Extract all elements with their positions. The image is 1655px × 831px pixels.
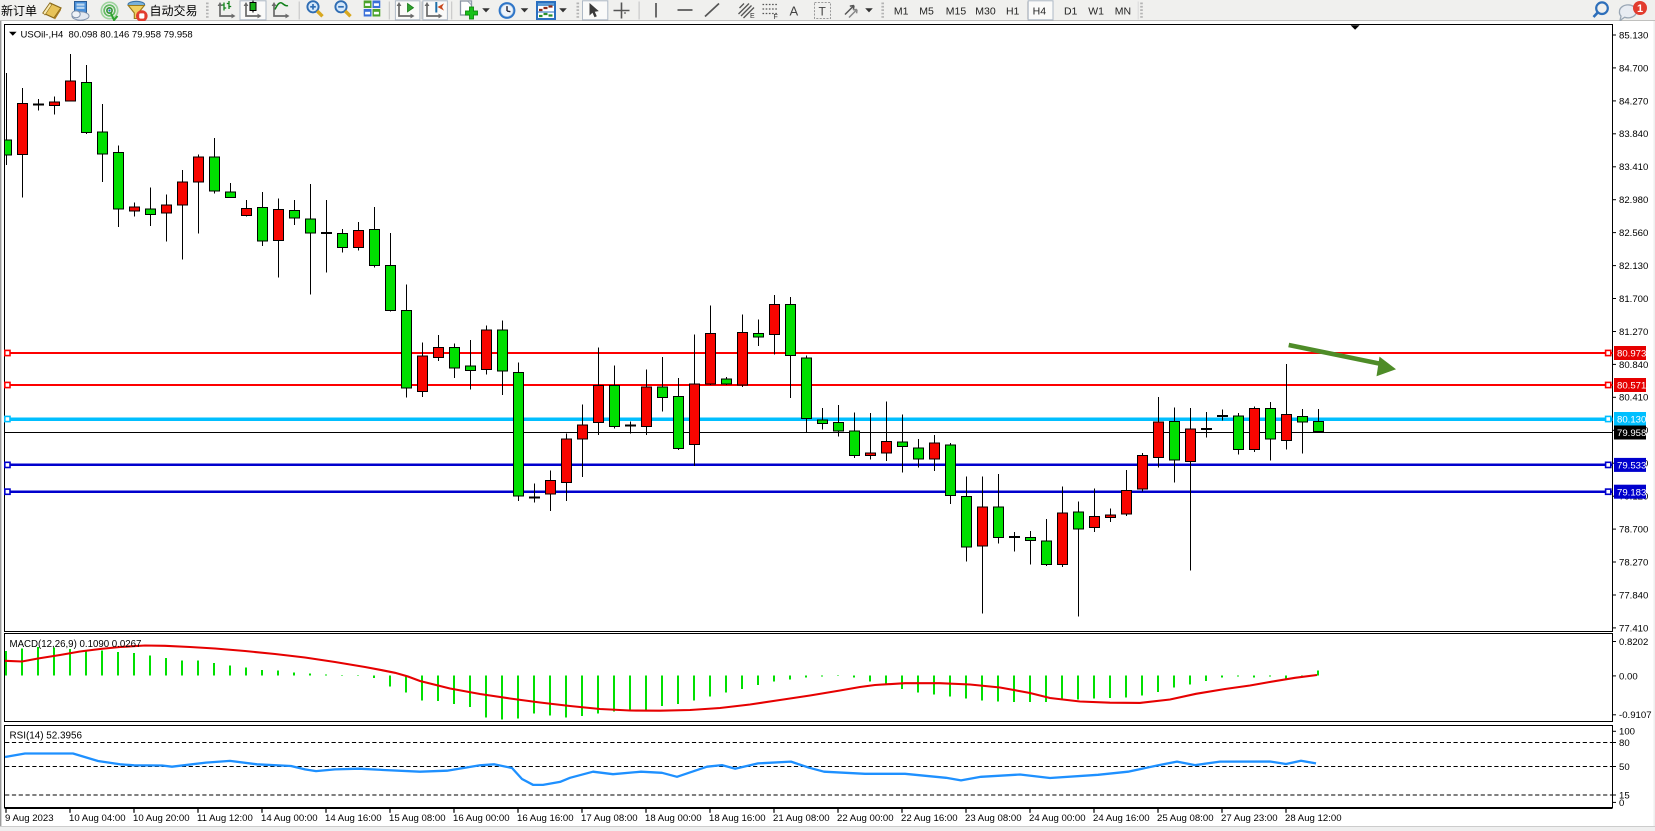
svg-text:新订单: 新订单 bbox=[1, 3, 37, 18]
svg-text:78.700: 78.700 bbox=[1619, 525, 1648, 536]
svg-text:84.700: 84.700 bbox=[1619, 63, 1648, 74]
svg-text:-0.9107: -0.9107 bbox=[1619, 710, 1652, 721]
svg-text:80.840: 80.840 bbox=[1619, 360, 1648, 371]
svg-text:83.840: 83.840 bbox=[1619, 129, 1648, 140]
svg-text:MACD(12,26,9) 0.1090 0.0267: MACD(12,26,9) 0.1090 0.0267 bbox=[10, 639, 142, 650]
svg-text:27 Aug 23:00: 27 Aug 23:00 bbox=[1221, 813, 1278, 824]
svg-text:自动交易: 自动交易 bbox=[150, 3, 198, 18]
svg-text:17 Aug 08:00: 17 Aug 08:00 bbox=[581, 813, 638, 824]
svg-text:15 Aug 08:00: 15 Aug 08:00 bbox=[389, 813, 446, 824]
svg-text:M1: M1 bbox=[894, 6, 909, 18]
svg-text:USOil-,H4 80.098 80.146 79.95: USOil-,H4 80.098 80.146 79.958 79.958 bbox=[21, 29, 193, 40]
svg-text:14 Aug 00:00: 14 Aug 00:00 bbox=[261, 813, 318, 824]
svg-text:21 Aug 08:00: 21 Aug 08:00 bbox=[773, 813, 830, 824]
svg-text:79.533: 79.533 bbox=[1617, 461, 1646, 472]
svg-text:80.410: 80.410 bbox=[1619, 393, 1648, 404]
svg-text:10 Aug 20:00: 10 Aug 20:00 bbox=[133, 813, 190, 824]
svg-text:24 Aug 16:00: 24 Aug 16:00 bbox=[1093, 813, 1150, 824]
svg-text:82.980: 82.980 bbox=[1619, 195, 1648, 206]
svg-text:100: 100 bbox=[1619, 727, 1635, 738]
svg-text:D1: D1 bbox=[1064, 6, 1078, 18]
svg-text:T: T bbox=[819, 5, 827, 19]
svg-text:82.560: 82.560 bbox=[1619, 228, 1648, 239]
svg-text:14 Aug 16:00: 14 Aug 16:00 bbox=[325, 813, 382, 824]
svg-text:15: 15 bbox=[1619, 790, 1630, 801]
svg-text:0.8202: 0.8202 bbox=[1619, 637, 1648, 648]
svg-text:82.130: 82.130 bbox=[1619, 261, 1648, 272]
svg-text:79.183: 79.183 bbox=[1617, 487, 1646, 498]
svg-text:22 Aug 00:00: 22 Aug 00:00 bbox=[837, 813, 894, 824]
svg-text:16 Aug 16:00: 16 Aug 16:00 bbox=[517, 813, 574, 824]
svg-text:16 Aug 00:00: 16 Aug 00:00 bbox=[453, 813, 510, 824]
svg-text:18 Aug 16:00: 18 Aug 16:00 bbox=[709, 813, 766, 824]
svg-text:28 Aug 12:00: 28 Aug 12:00 bbox=[1285, 813, 1342, 824]
svg-text:11 Aug 12:00: 11 Aug 12:00 bbox=[197, 813, 253, 824]
svg-text:23 Aug 08:00: 23 Aug 08:00 bbox=[965, 813, 1022, 824]
svg-text:0.00: 0.00 bbox=[1619, 671, 1638, 682]
svg-text:80: 80 bbox=[1619, 738, 1630, 749]
svg-text:84.270: 84.270 bbox=[1619, 96, 1648, 107]
svg-text:M5: M5 bbox=[919, 6, 934, 18]
svg-text:80.973: 80.973 bbox=[1617, 349, 1646, 360]
svg-text:81.700: 81.700 bbox=[1619, 294, 1648, 305]
svg-text:18 Aug 00:00: 18 Aug 00:00 bbox=[645, 813, 702, 824]
svg-text:9 Aug 2023: 9 Aug 2023 bbox=[5, 813, 54, 824]
svg-text:79.958: 79.958 bbox=[1617, 428, 1646, 439]
svg-text:10 Aug 04:00: 10 Aug 04:00 bbox=[69, 813, 126, 824]
svg-text:81.270: 81.270 bbox=[1619, 327, 1648, 338]
svg-text:24 Aug 00:00: 24 Aug 00:00 bbox=[1029, 813, 1086, 824]
svg-text:RSI(14) 52.3956: RSI(14) 52.3956 bbox=[10, 731, 83, 742]
svg-text:M30: M30 bbox=[975, 6, 996, 18]
svg-text:E: E bbox=[750, 13, 755, 20]
svg-text:H1: H1 bbox=[1006, 6, 1020, 18]
svg-text:22 Aug 16:00: 22 Aug 16:00 bbox=[901, 813, 958, 824]
svg-text:80.130: 80.130 bbox=[1617, 415, 1646, 426]
svg-text:H4: H4 bbox=[1033, 6, 1047, 18]
svg-text:F: F bbox=[774, 14, 778, 21]
svg-text:77.410: 77.410 bbox=[1619, 623, 1648, 634]
svg-text:85.130: 85.130 bbox=[1619, 30, 1648, 41]
svg-text:77.840: 77.840 bbox=[1619, 590, 1648, 601]
svg-text:1: 1 bbox=[1637, 3, 1643, 15]
svg-text:80.571: 80.571 bbox=[1617, 381, 1646, 392]
svg-text:A: A bbox=[790, 4, 799, 19]
svg-text:W1: W1 bbox=[1088, 6, 1104, 18]
svg-text:50: 50 bbox=[1619, 762, 1630, 773]
svg-text:83.410: 83.410 bbox=[1619, 162, 1648, 173]
svg-text:78.270: 78.270 bbox=[1619, 557, 1648, 568]
svg-text:M15: M15 bbox=[946, 6, 967, 18]
svg-text:MN: MN bbox=[1115, 6, 1131, 18]
svg-text:0: 0 bbox=[1619, 798, 1624, 809]
svg-text:25 Aug 08:00: 25 Aug 08:00 bbox=[1157, 813, 1214, 824]
